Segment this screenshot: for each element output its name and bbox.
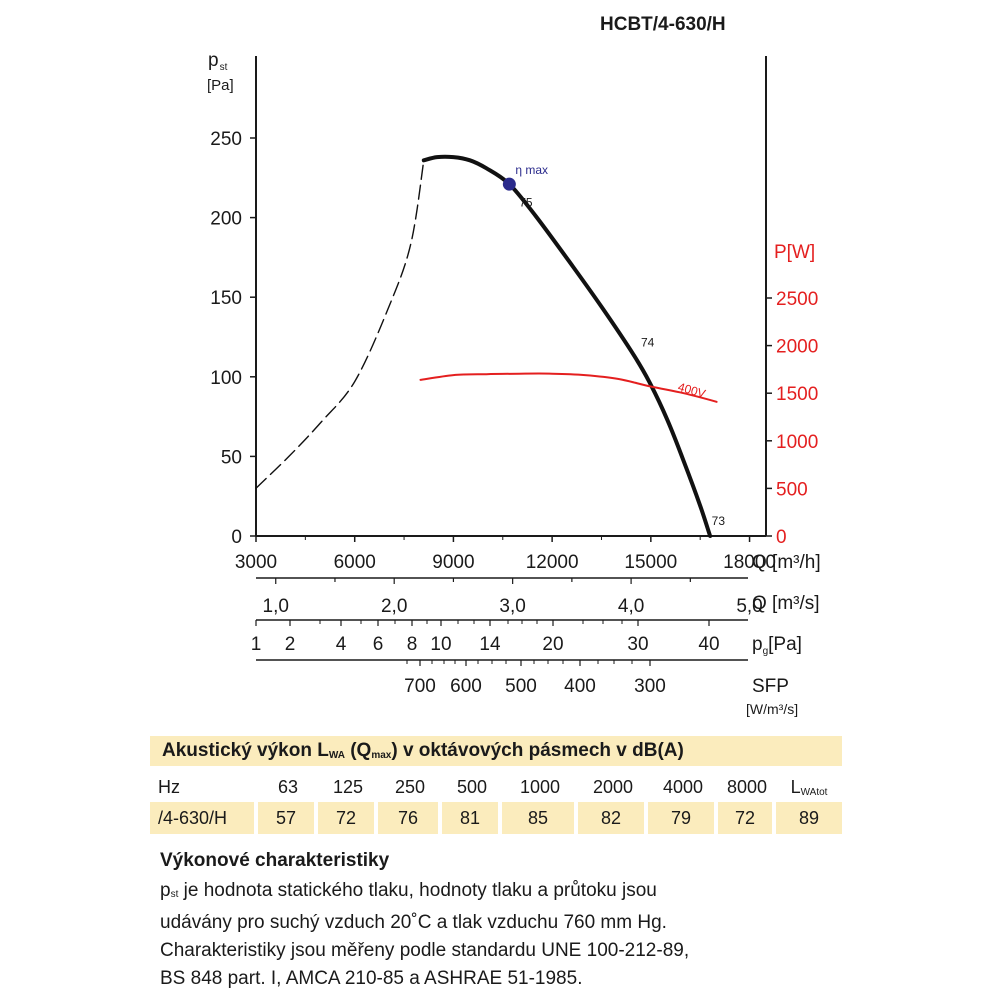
x-tick-label: 12000	[526, 552, 579, 573]
sfp-tick-label: 300	[634, 676, 666, 697]
annotation-label: 75	[519, 195, 533, 209]
sfp-tick-label: 400	[564, 676, 596, 697]
pg-tick-label: 40	[698, 634, 719, 655]
value-cell: 76	[378, 802, 438, 834]
m3s-tick-label: 3,0	[499, 596, 525, 617]
right-tick-label: 1000	[776, 432, 818, 453]
left-axis-unit: [Pa]	[207, 77, 234, 94]
band-label: 250	[394, 777, 426, 797]
pg-tick-label: 8	[407, 634, 418, 655]
value-cell: 85	[502, 802, 574, 834]
sfp-tick-label: 700	[404, 676, 436, 697]
left-tick-label: 250	[210, 129, 242, 150]
pg-axis-unit: pg[Pa]	[752, 634, 802, 657]
acoustic-hz-row: Hz 63 125 250 500 1000 2000 4000 8000 LW…	[150, 770, 842, 804]
pg-tick-label: 20	[542, 634, 563, 655]
left-tick-label: 200	[210, 209, 242, 230]
x-tick-label: 3000	[235, 552, 277, 573]
right-tick-label: 0	[776, 527, 787, 548]
left-tick-label: 100	[210, 368, 242, 389]
annotation-label: 74	[641, 336, 655, 350]
model-cell: /4-630/H	[150, 802, 254, 834]
right-tick-label: 500	[776, 479, 808, 500]
pg-tick-label: 6	[373, 634, 384, 655]
left-tick-label: 50	[221, 447, 242, 468]
x-axis-unit: Q [m³/h]	[752, 552, 821, 573]
band-label: 4000	[662, 777, 704, 797]
sfp-axis-unit: [W/m³/s]	[746, 701, 798, 717]
eta-max-marker	[502, 177, 516, 191]
value-cell: 72	[318, 802, 374, 834]
sfp-tick-label: 600	[450, 676, 482, 697]
band-label: 500	[456, 777, 488, 797]
sfp-tick-label: 500	[505, 676, 537, 697]
pg-tick-label: 2	[285, 634, 296, 655]
curve-400V	[419, 372, 718, 403]
right-tick-label: 1500	[776, 384, 818, 405]
annotation-label: η max	[515, 163, 548, 177]
annotation-label: 73	[712, 514, 726, 528]
pg-tick-label: 4	[336, 634, 347, 655]
total-cell: 89	[776, 802, 842, 834]
performance-text: pst je hodnota statického tlaku, hodnoty…	[160, 880, 690, 989]
band-label: 1000	[519, 777, 561, 797]
left-tick-label: 0	[231, 527, 242, 548]
model-title: HCBT/4-630/H	[600, 14, 726, 35]
annotation-label: 400V	[676, 380, 707, 401]
pg-tick-label: 14	[479, 634, 501, 655]
pg-tick-label: 30	[627, 634, 648, 655]
right-tick-label: 2000	[776, 337, 818, 358]
band-label: 8000	[726, 777, 768, 797]
pg-tick-label: 10	[430, 634, 451, 655]
x-tick-label: 18000	[723, 552, 776, 573]
fan-performance-chart: 050100150200250pst[Pa]050010001500200025…	[207, 50, 821, 717]
acoustic-values-row: /4-630/H 57 72 76 81 85 82 79 72 89	[150, 802, 842, 836]
total-label: LWAtot	[790, 777, 828, 798]
acoustic-title: Akustický výkon LWA (Qmax) v oktávových …	[150, 736, 842, 766]
m3s-tick-label: 1,0	[263, 596, 289, 617]
band-label: 125	[332, 777, 364, 797]
value-cell: 57	[258, 802, 314, 834]
curve-unstable	[255, 159, 425, 489]
band-label: 2000	[592, 777, 634, 797]
m3s-tick-label: 4,0	[618, 596, 644, 617]
m3s-axis-unit: Q [m³/s]	[752, 593, 820, 614]
band-label: 63	[277, 777, 299, 797]
m3s-tick-label: 2,0	[381, 596, 407, 617]
sfp-axis-label: SFP	[752, 676, 789, 697]
value-cell: 72	[718, 802, 772, 834]
curve-pressure	[421, 154, 713, 538]
m3s-tick-label: 5,0	[736, 596, 762, 617]
x-tick-label: 6000	[334, 552, 376, 573]
hz-label: Hz	[158, 777, 180, 797]
value-cell: 81	[442, 802, 498, 834]
x-tick-label: 9000	[432, 552, 474, 573]
left-axis-title: pst	[208, 50, 228, 73]
pg-tick-label: 1	[251, 634, 262, 655]
performance-title: Výkonové charakteristiky	[160, 850, 390, 871]
right-axis-title: P[W]	[774, 242, 815, 263]
right-tick-label: 2500	[776, 289, 818, 310]
value-cell: 79	[648, 802, 714, 834]
value-cell: 82	[578, 802, 644, 834]
x-tick-label: 15000	[624, 552, 677, 573]
left-tick-label: 150	[210, 288, 242, 309]
